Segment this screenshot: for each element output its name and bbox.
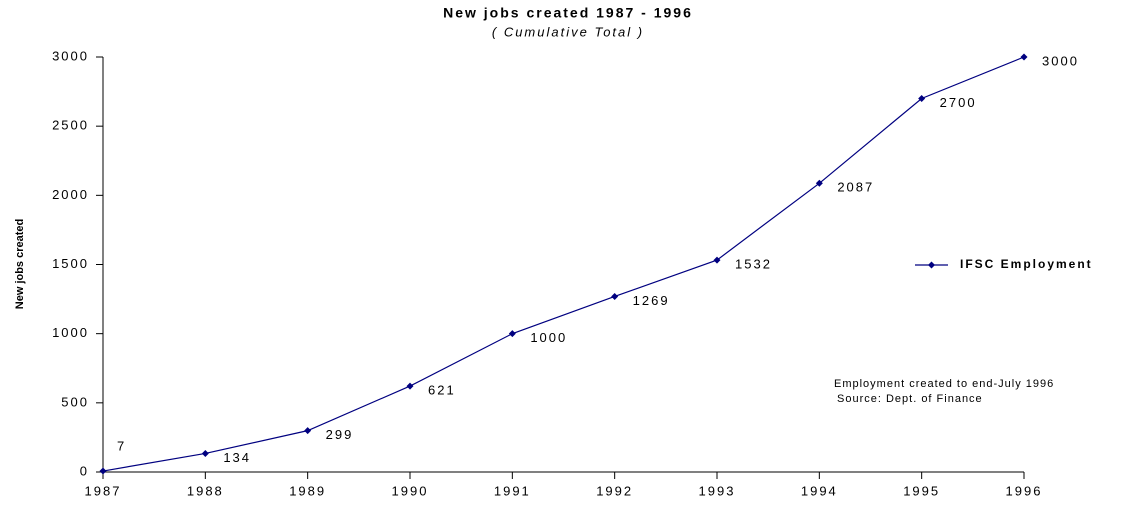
x-tick-label: 1990 bbox=[392, 483, 429, 498]
data-point bbox=[99, 467, 107, 475]
data-point bbox=[304, 427, 312, 435]
data-point bbox=[508, 330, 516, 338]
data-label: 7 bbox=[117, 438, 126, 453]
data-point bbox=[611, 292, 619, 300]
y-tick-label: 1500 bbox=[52, 256, 89, 271]
x-tick-label: 1988 bbox=[187, 483, 224, 498]
data-label: 134 bbox=[223, 450, 251, 465]
x-tick-label: 1995 bbox=[903, 483, 940, 498]
annotation: Source: Dept. of Finance bbox=[837, 393, 983, 405]
y-tick-label: 1000 bbox=[52, 325, 89, 340]
x-tick-label: 1989 bbox=[289, 483, 326, 498]
x-tick-label: 1996 bbox=[1006, 483, 1043, 498]
data-line bbox=[102, 56, 1025, 472]
data-point bbox=[918, 95, 926, 102]
data-point bbox=[1020, 53, 1028, 61]
x-tick-label: 1991 bbox=[494, 483, 531, 498]
y-tick-label: 2000 bbox=[52, 187, 89, 202]
chart-subtitle: ( Cumulative Total ) bbox=[492, 24, 644, 39]
data-point bbox=[713, 256, 721, 264]
y-axis-label: New jobs created bbox=[14, 219, 26, 309]
y-tick-label: 500 bbox=[61, 394, 89, 409]
data-point bbox=[201, 449, 209, 457]
y-tick-label: 2500 bbox=[52, 118, 89, 133]
data-point bbox=[815, 179, 823, 187]
data-label: 1269 bbox=[633, 293, 670, 308]
data-label: 2700 bbox=[940, 95, 977, 110]
data-point bbox=[406, 382, 414, 390]
data-label: 2087 bbox=[837, 180, 874, 195]
data-label: 621 bbox=[428, 383, 456, 398]
data-label: 3000 bbox=[1042, 53, 1079, 68]
annotation: Employment created to end-July 1996 bbox=[834, 378, 1054, 390]
x-tick-label: 1992 bbox=[596, 483, 633, 498]
data-label: 1532 bbox=[735, 257, 772, 272]
y-tick-label: 3000 bbox=[52, 48, 89, 63]
legend-marker bbox=[928, 261, 935, 269]
x-tick-label: 1994 bbox=[801, 483, 838, 498]
x-tick-label: 1993 bbox=[699, 483, 736, 498]
chart-title: New jobs created 1987 - 1996 bbox=[443, 5, 693, 21]
x-tick-label: 1987 bbox=[85, 483, 122, 498]
legend-label: IFSC Employment bbox=[960, 257, 1093, 271]
data-label: 299 bbox=[326, 427, 354, 442]
data-label: 1000 bbox=[530, 330, 567, 345]
y-tick-label: 0 bbox=[80, 463, 89, 478]
